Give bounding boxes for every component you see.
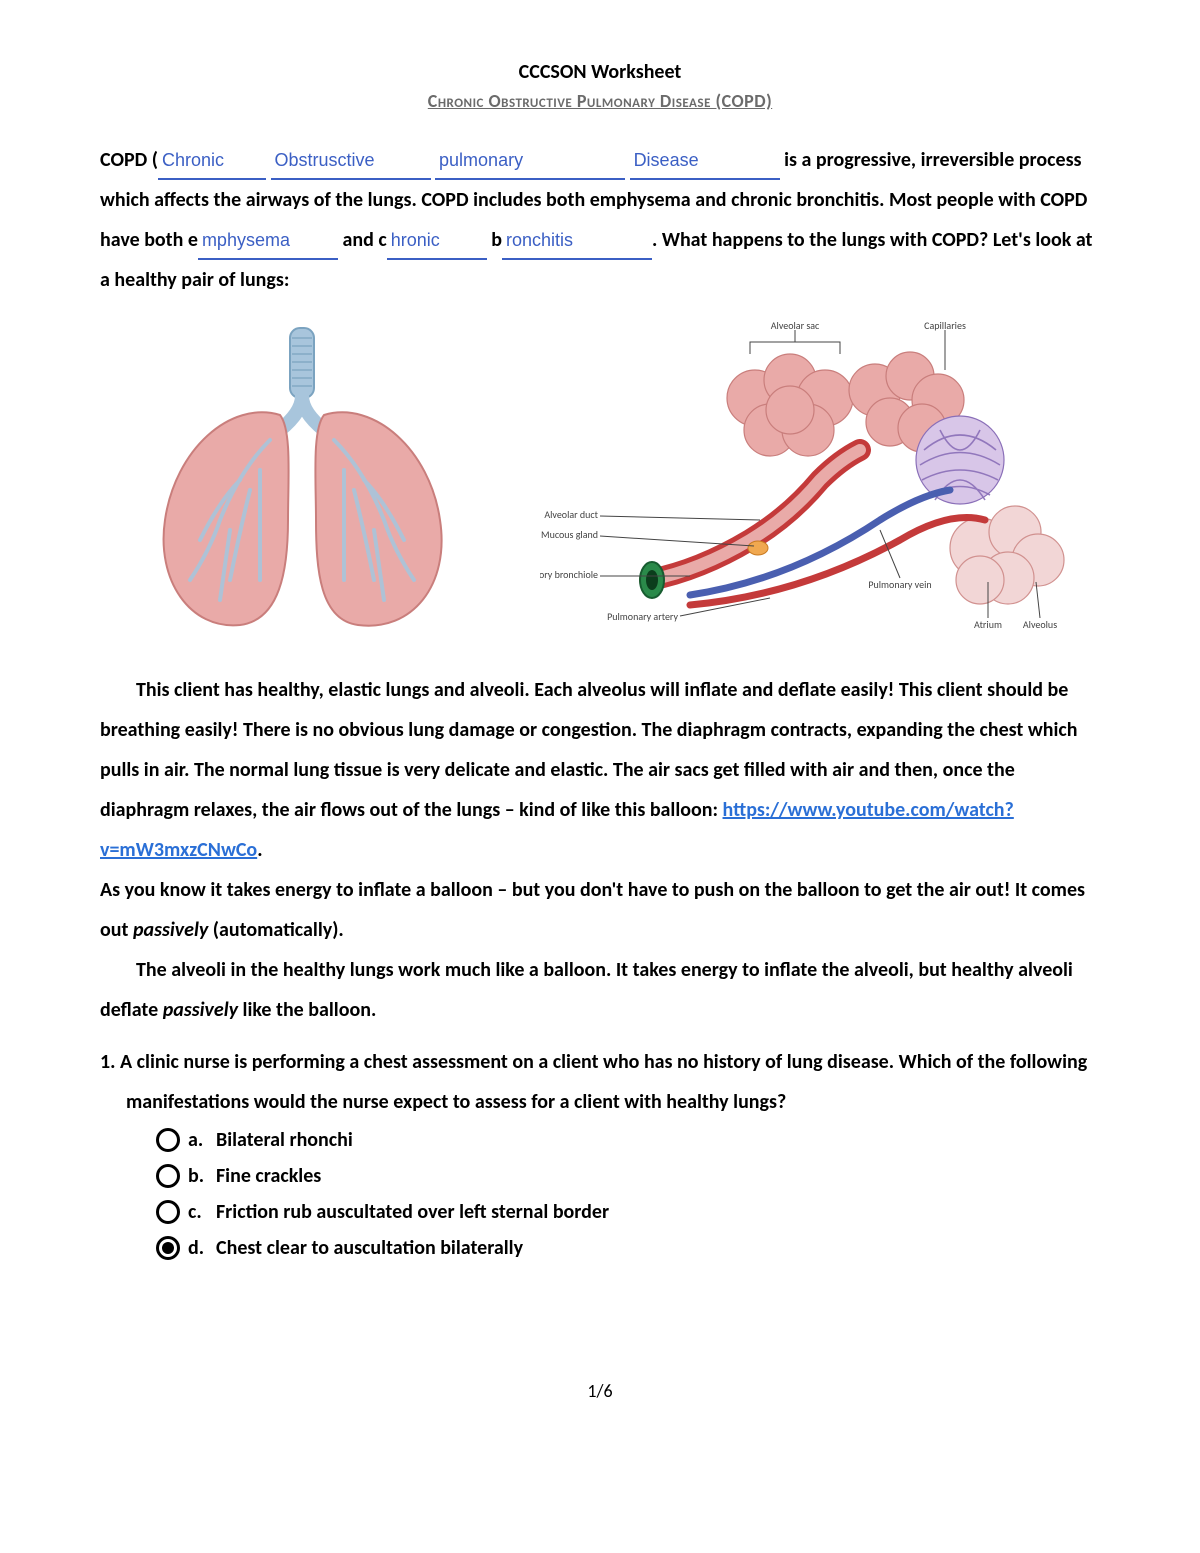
option-letter: a.: [188, 1128, 210, 1152]
option-row-a[interactable]: a.Bilateral rhonchi: [156, 1128, 1100, 1152]
blank-chronic[interactable]: Chronic: [158, 142, 266, 180]
option-letter: c.: [188, 1200, 210, 1224]
blank-bronchitis[interactable]: ronchitis: [502, 222, 652, 260]
radio-b[interactable]: [156, 1164, 180, 1188]
option-row-c[interactable]: c.Friction rub auscultated over left ste…: [156, 1200, 1100, 1224]
radio-d[interactable]: [156, 1236, 180, 1260]
intro-lead: COPD (: [100, 148, 158, 172]
label-pulmonary-vein: Pulmonary vein: [868, 578, 931, 591]
blank-disease[interactable]: Disease: [630, 142, 780, 180]
label-alveolus: Alveolus: [1023, 618, 1057, 631]
worksheet-subtitle: Chronic Obstructive Pulmonary Disease (C…: [100, 90, 1100, 112]
intro-paragraph: COPD (Chronic Obstrusctive pulmonary Dis…: [100, 140, 1100, 300]
paragraph-2: As you know it takes energy to inflate a…: [100, 870, 1100, 950]
paragraph-3: The alveoli in the healthy lungs work mu…: [100, 950, 1100, 1030]
label-alveolar-duct: Alveolar duct: [544, 508, 598, 521]
question-number: 1.: [100, 1050, 115, 1074]
question-text: 1. A clinic nurse is performing a chest …: [100, 1042, 1100, 1122]
option-text: Fine crackles: [216, 1164, 321, 1188]
p3-italic: passively: [163, 998, 238, 1022]
option-row-d[interactable]: d.Chest clear to auscultation bilaterall…: [156, 1236, 1100, 1260]
option-letter: b.: [188, 1164, 210, 1188]
option-text: Bilateral rhonchi: [216, 1128, 353, 1152]
worksheet-title: CCCSON Worksheet: [100, 60, 1100, 84]
p3b: like the balloon.: [238, 998, 376, 1022]
lungs-illustration: [120, 320, 480, 640]
blank-pulmonary[interactable]: pulmonary: [435, 142, 625, 180]
intro-mid1: and c: [338, 228, 387, 252]
blank-emphysema[interactable]: mphysema: [198, 222, 338, 260]
label-capillaries: Capillaries: [924, 320, 966, 332]
label-atrium: Atrium: [974, 618, 1002, 631]
label-alveolar-sac: Alveolar sac: [771, 320, 820, 332]
p2-italic: passively: [133, 918, 208, 942]
page-number: 1/6: [100, 1380, 1100, 1402]
label-pulmonary-artery: Pulmonary artery: [607, 610, 678, 623]
alveoli-illustration: Alveolar sac Capillaries: [540, 320, 1080, 640]
intro-mid2: b: [487, 228, 502, 252]
radio-c[interactable]: [156, 1200, 180, 1224]
p2b: (automatically).: [208, 918, 344, 942]
blank-obstructive[interactable]: Obstrusctive: [271, 142, 431, 180]
images-row: Alveolar sac Capillaries: [100, 320, 1100, 640]
radio-a[interactable]: [156, 1128, 180, 1152]
label-respiratory-bronchiole: Respiratory bronchiole: [540, 568, 598, 581]
paragraph-1: This client has healthy, elastic lungs a…: [100, 670, 1100, 870]
option-row-b[interactable]: b.Fine crackles: [156, 1164, 1100, 1188]
label-mucous-gland: Mucous gland: [541, 528, 598, 541]
option-letter: d.: [188, 1236, 210, 1260]
options-list: a.Bilateral rhonchib.Fine cracklesc.Fric…: [100, 1128, 1100, 1260]
question-1: 1. A clinic nurse is performing a chest …: [100, 1042, 1100, 1260]
option-text: Friction rub auscultated over left stern…: [216, 1200, 609, 1224]
p1b: .: [257, 838, 262, 862]
option-text: Chest clear to auscultation bilaterally: [216, 1236, 523, 1260]
blank-chronic2[interactable]: hronic: [387, 222, 487, 260]
question-body: A clinic nurse is performing a chest ass…: [120, 1050, 1087, 1114]
